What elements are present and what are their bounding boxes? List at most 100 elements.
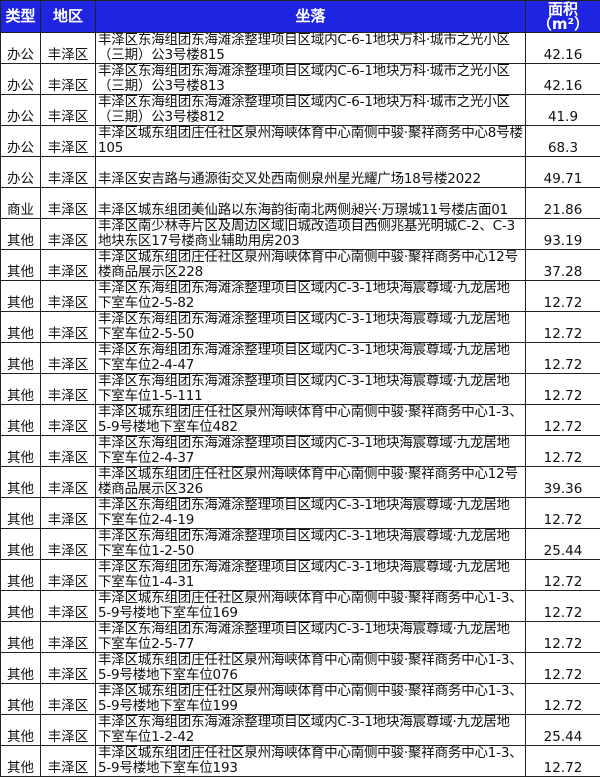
table-row: 办公 丰泽区 丰泽区安吉路与通源街交叉处西南侧泉州星光耀广场18号楼2022 49.7… bbox=[0, 156, 600, 188]
table-row: 其他 丰泽区 丰泽区南少林寺片区及周边区域旧城改造项目西侧兆基光明城C-2、C-3地… bbox=[0, 218, 600, 250]
cell-area: 12.72 bbox=[525, 435, 600, 467]
cell-type: 其他 bbox=[0, 714, 41, 746]
cell-district: 丰泽区 bbox=[40, 94, 96, 126]
header-row: 类型 地区 坐落 面积（m²） bbox=[0, 0, 600, 33]
table-row: 其他 丰泽区 丰泽区东海组团东海滩涂整理项目区域内C-3-1地块海宸尊域·九龙居地下… bbox=[0, 280, 600, 312]
cell-location: 丰泽区城东组团庄任社区泉州海峡体育中心南侧中骏·聚祥商务中心12号楼商品展示区2… bbox=[95, 249, 526, 281]
cell-district: 丰泽区 bbox=[40, 156, 96, 188]
cell-area: 12.72 bbox=[525, 311, 600, 343]
cell-area: 12.72 bbox=[525, 621, 600, 653]
cell-location: 丰泽区东海组团东海滩涂整理项目区域内C-6-1地块万科·城市之光小区（三期）公3… bbox=[95, 94, 526, 126]
table-row: 其他 丰泽区 丰泽区东海组团东海滩涂整理项目区域内C-3-1地块海宸尊域·九龙居地下… bbox=[0, 559, 600, 591]
cell-area: 39.36 bbox=[525, 466, 600, 498]
cell-type: 办公 bbox=[0, 125, 41, 157]
cell-location: 丰泽区城东组团庄任社区泉州海峡体育中心南侧中骏·聚祥商务中心1-3、5-9号楼地… bbox=[95, 652, 526, 684]
cell-type: 其他 bbox=[0, 342, 41, 374]
cell-location: 丰泽区东海组团东海滩涂整理项目区域内C-3-1地块海宸尊域·九龙居地下室车位1-… bbox=[95, 559, 526, 591]
cell-area: 12.72 bbox=[525, 342, 600, 374]
cell-type: 其他 bbox=[0, 497, 41, 529]
table-row: 其他 丰泽区 丰泽区城东组团庄任社区泉州海峡体育中心南侧中骏·聚祥商务中心1-3、5… bbox=[0, 404, 600, 436]
cell-type: 其他 bbox=[0, 280, 41, 312]
table-row: 其他 丰泽区 丰泽区东海组团东海滩涂整理项目区域内C-3-1地块海宸尊域·九龙居地下… bbox=[0, 621, 600, 653]
cell-district: 丰泽区 bbox=[40, 280, 96, 312]
cell-district: 丰泽区 bbox=[40, 435, 96, 467]
cell-district: 丰泽区 bbox=[40, 745, 96, 777]
cell-district: 丰泽区 bbox=[40, 373, 96, 405]
table-row: 其他 丰泽区 丰泽区城东组团庄任社区泉州海峡体育中心南侧中骏·聚祥商务中心1-3、5… bbox=[0, 590, 600, 622]
cell-type: 其他 bbox=[0, 311, 41, 343]
cell-area: 68.3 bbox=[525, 125, 600, 157]
cell-district: 丰泽区 bbox=[40, 652, 96, 684]
cell-location: 丰泽区东海组团东海滩涂整理项目区域内C-3-1地块海宸尊域·九龙居地下室车位2-… bbox=[95, 435, 526, 467]
cell-location: 丰泽区东海组团东海滩涂整理项目区域内C-6-1地块万科·城市之光小区（三期）公3… bbox=[95, 63, 526, 95]
table-row: 办公 丰泽区 丰泽区东海组团东海滩涂整理项目区域内C-6-1地块万科·城市之光小区（… bbox=[0, 63, 600, 95]
cell-area: 12.72 bbox=[525, 745, 600, 777]
cell-type: 其他 bbox=[0, 218, 41, 250]
table-row: 其他 丰泽区 丰泽区东海组团东海滩涂整理项目区域内C-3-1地块海宸尊域·九龙居地下… bbox=[0, 714, 600, 746]
cell-area: 25.44 bbox=[525, 528, 600, 560]
header-area: 面积（m²） bbox=[525, 0, 600, 33]
cell-location: 丰泽区城东组团庄任社区泉州海峡体育中心南侧中骏·聚祥商务中心1-3、5-9号楼地… bbox=[95, 590, 526, 622]
cell-area: 12.72 bbox=[525, 559, 600, 591]
cell-area: 12.72 bbox=[525, 373, 600, 405]
cell-location: 丰泽区东海组团东海滩涂整理项目区域内C-3-1地块海宸尊域·九龙居地下室车位1-… bbox=[95, 528, 526, 560]
cell-district: 丰泽区 bbox=[40, 311, 96, 343]
cell-location: 丰泽区东海组团东海滩涂整理项目区域内C-3-1地块海宸尊域·九龙居地下室车位2-… bbox=[95, 311, 526, 343]
cell-area: 42.16 bbox=[525, 63, 600, 95]
cell-district: 丰泽区 bbox=[40, 187, 96, 219]
cell-location: 丰泽区东海组团东海滩涂整理项目区域内C-3-1地块海宸尊域·九龙居地下室车位2-… bbox=[95, 280, 526, 312]
cell-area: 12.72 bbox=[525, 590, 600, 622]
cell-location: 丰泽区城东组团庄任社区泉州海峡体育中心南侧中骏·聚祥商务中心8号楼105 bbox=[95, 125, 526, 157]
cell-district: 丰泽区 bbox=[40, 683, 96, 715]
cell-area: 12.72 bbox=[525, 683, 600, 715]
table-row: 其他 丰泽区 丰泽区城东组团庄任社区泉州海峡体育中心南侧中骏·聚祥商务中心12号楼商… bbox=[0, 466, 600, 498]
cell-district: 丰泽区 bbox=[40, 404, 96, 436]
cell-location: 丰泽区东海组团东海滩涂整理项目区域内C-3-1地块海宸尊域·九龙居地下室车位1-… bbox=[95, 373, 526, 405]
table-row: 其他 丰泽区 丰泽区城东组团庄任社区泉州海峡体育中心南侧中骏·聚祥商务中心12号楼商… bbox=[0, 249, 600, 281]
cell-district: 丰泽区 bbox=[40, 590, 96, 622]
table-row: 其他 丰泽区 丰泽区东海组团东海滩涂整理项目区域内C-3-1地块海宸尊域·九龙居地下… bbox=[0, 311, 600, 343]
table-row: 其他 丰泽区 丰泽区城东组团庄任社区泉州海峡体育中心南侧中骏·聚祥商务中心1-3、5… bbox=[0, 652, 600, 684]
cell-area: 49.71 bbox=[525, 156, 600, 188]
cell-type: 其他 bbox=[0, 249, 41, 281]
cell-district: 丰泽区 bbox=[40, 63, 96, 95]
table-row: 办公 丰泽区 丰泽区城东组团庄任社区泉州海峡体育中心南侧中骏·聚祥商务中心8号楼10… bbox=[0, 125, 600, 157]
cell-location: 丰泽区城东组团庄任社区泉州海峡体育中心南侧中骏·聚祥商务中心1-3、5-9号楼地… bbox=[95, 404, 526, 436]
cell-type: 其他 bbox=[0, 590, 41, 622]
table-body: 办公 丰泽区 丰泽区东海组团东海滩涂整理项目区域内C-6-1地块万科·城市之光小区（… bbox=[0, 32, 600, 777]
cell-type: 办公 bbox=[0, 63, 41, 95]
cell-area: 12.72 bbox=[525, 497, 600, 529]
cell-district: 丰泽区 bbox=[40, 249, 96, 281]
cell-location: 丰泽区南少林寺片区及周边区域旧城改造项目西侧兆基光明城C-2、C-3地块东区17… bbox=[95, 218, 526, 250]
cell-area: 21.86 bbox=[525, 187, 600, 219]
cell-type: 其他 bbox=[0, 683, 41, 715]
cell-location: 丰泽区城东组团美仙路以东海韵街南北两侧昶兴·万璟城11号楼店面01 bbox=[95, 187, 526, 219]
cell-area: 12.72 bbox=[525, 280, 600, 312]
header-type: 类型 bbox=[0, 0, 41, 33]
table-row: 其他 丰泽区 丰泽区城东组团庄任社区泉州海峡体育中心南侧中骏·聚祥商务中心1-3、5… bbox=[0, 683, 600, 715]
header-district: 地区 bbox=[40, 0, 96, 33]
cell-type: 其他 bbox=[0, 559, 41, 591]
cell-type: 办公 bbox=[0, 94, 41, 126]
cell-location: 丰泽区东海组团东海滩涂整理项目区域内C-3-1地块海宸尊域·九龙居地下室车位1-… bbox=[95, 714, 526, 746]
cell-location: 丰泽区城东组团庄任社区泉州海峡体育中心南侧中骏·聚祥商务中心1-3、5-9号楼地… bbox=[95, 683, 526, 715]
cell-type: 其他 bbox=[0, 745, 41, 777]
cell-district: 丰泽区 bbox=[40, 218, 96, 250]
cell-type: 其他 bbox=[0, 435, 41, 467]
cell-type: 其他 bbox=[0, 373, 41, 405]
cell-location: 丰泽区城东组团庄任社区泉州海峡体育中心南侧中骏·聚祥商务中心12号楼商品展示区3… bbox=[95, 466, 526, 498]
cell-district: 丰泽区 bbox=[40, 342, 96, 374]
cell-district: 丰泽区 bbox=[40, 714, 96, 746]
table-row: 其他 丰泽区 丰泽区东海组团东海滩涂整理项目区域内C-3-1地块海宸尊域·九龙居地下… bbox=[0, 528, 600, 560]
table-row: 办公 丰泽区 丰泽区东海组团东海滩涂整理项目区域内C-6-1地块万科·城市之光小区（… bbox=[0, 94, 600, 126]
cell-district: 丰泽区 bbox=[40, 32, 96, 64]
cell-area: 41.9 bbox=[525, 94, 600, 126]
cell-location: 丰泽区东海组团东海滩涂整理项目区域内C-3-1地块海宸尊域·九龙居地下室车位2-… bbox=[95, 497, 526, 529]
cell-type: 办公 bbox=[0, 32, 41, 64]
table-row: 其他 丰泽区 丰泽区东海组团东海滩涂整理项目区域内C-3-1地块海宸尊域·九龙居地下… bbox=[0, 342, 600, 374]
cell-type: 其他 bbox=[0, 652, 41, 684]
cell-location: 丰泽区东海组团东海滩涂整理项目区域内C-6-1地块万科·城市之光小区（三期）公3… bbox=[95, 32, 526, 64]
cell-district: 丰泽区 bbox=[40, 559, 96, 591]
cell-district: 丰泽区 bbox=[40, 528, 96, 560]
